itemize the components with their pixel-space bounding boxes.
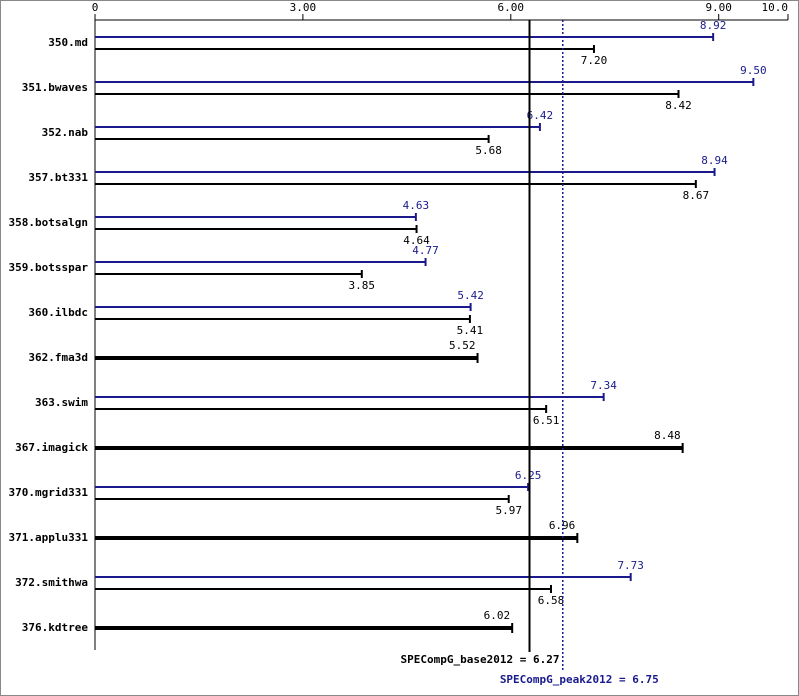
value-label: 5.68 [475,144,502,157]
value-label: 6.02 [484,609,511,622]
bar [95,498,509,500]
bar [95,318,470,320]
category-label: 351.bwaves [22,81,88,94]
bar [95,261,426,263]
category-label: 362.fma3d [28,351,88,364]
bar [95,576,631,578]
x-tick-label: 10.0 [762,1,789,14]
bar [95,306,471,308]
value-label: 8.92 [700,19,727,32]
value-label: 6.51 [533,414,560,427]
value-label: 4.64 [403,234,430,247]
value-label: 5.52 [449,339,476,352]
x-tick-label: 9.00 [705,1,732,14]
category-label: 360.ilbdc [28,306,88,319]
reference-label: SPECompG_base2012 = 6.27 [401,653,560,666]
bar [95,446,683,450]
x-tick-label: 0 [92,1,99,14]
bar [95,216,416,218]
bar [95,536,578,540]
bar [95,93,679,95]
value-label: 8.67 [683,189,710,202]
value-label: 3.85 [349,279,376,292]
category-label: 352.nab [42,126,89,139]
bar [95,396,604,398]
value-label: 9.50 [740,64,767,77]
value-label: 4.77 [412,244,439,257]
bar [95,138,489,140]
bar [95,356,478,360]
x-tick-label: 3.00 [290,1,317,14]
value-label: 8.42 [665,99,692,112]
bar [95,81,754,83]
bar [95,626,513,630]
category-label: 357.bt331 [28,171,88,184]
x-tick-label: 6.00 [498,1,525,14]
bar [95,588,551,590]
bar [95,408,547,410]
category-label: 376.kdtree [22,621,89,634]
category-label: 363.swim [35,396,88,409]
value-label: 7.73 [617,559,644,572]
category-label: 372.smithwa [15,576,88,589]
category-label: 370.mgrid331 [9,486,89,499]
bar [95,36,714,38]
bar [95,126,540,128]
value-label: 6.25 [515,469,542,482]
value-label: 8.94 [701,154,728,167]
value-label: 4.63 [403,199,430,212]
category-label: 350.md [48,36,88,49]
category-label: 371.applu331 [9,531,89,544]
value-label: 7.34 [590,379,617,392]
bar [95,228,417,230]
bar [95,171,715,173]
value-label: 5.97 [495,504,522,517]
bar [95,183,696,185]
category-label: 359.botsspar [9,261,89,274]
bar [95,486,529,488]
category-label: 358.botsalgn [9,216,88,229]
category-label: 367.imagick [15,441,88,454]
value-label: 6.58 [538,594,565,607]
value-label: 5.42 [457,289,484,302]
reference-label: SPECompG_peak2012 = 6.75 [500,673,659,686]
value-label: 7.20 [581,54,608,67]
value-label: 6.42 [527,109,554,122]
value-label: 8.48 [654,429,681,442]
value-label: 5.41 [457,324,484,337]
bar [95,48,594,50]
bar [95,273,362,275]
